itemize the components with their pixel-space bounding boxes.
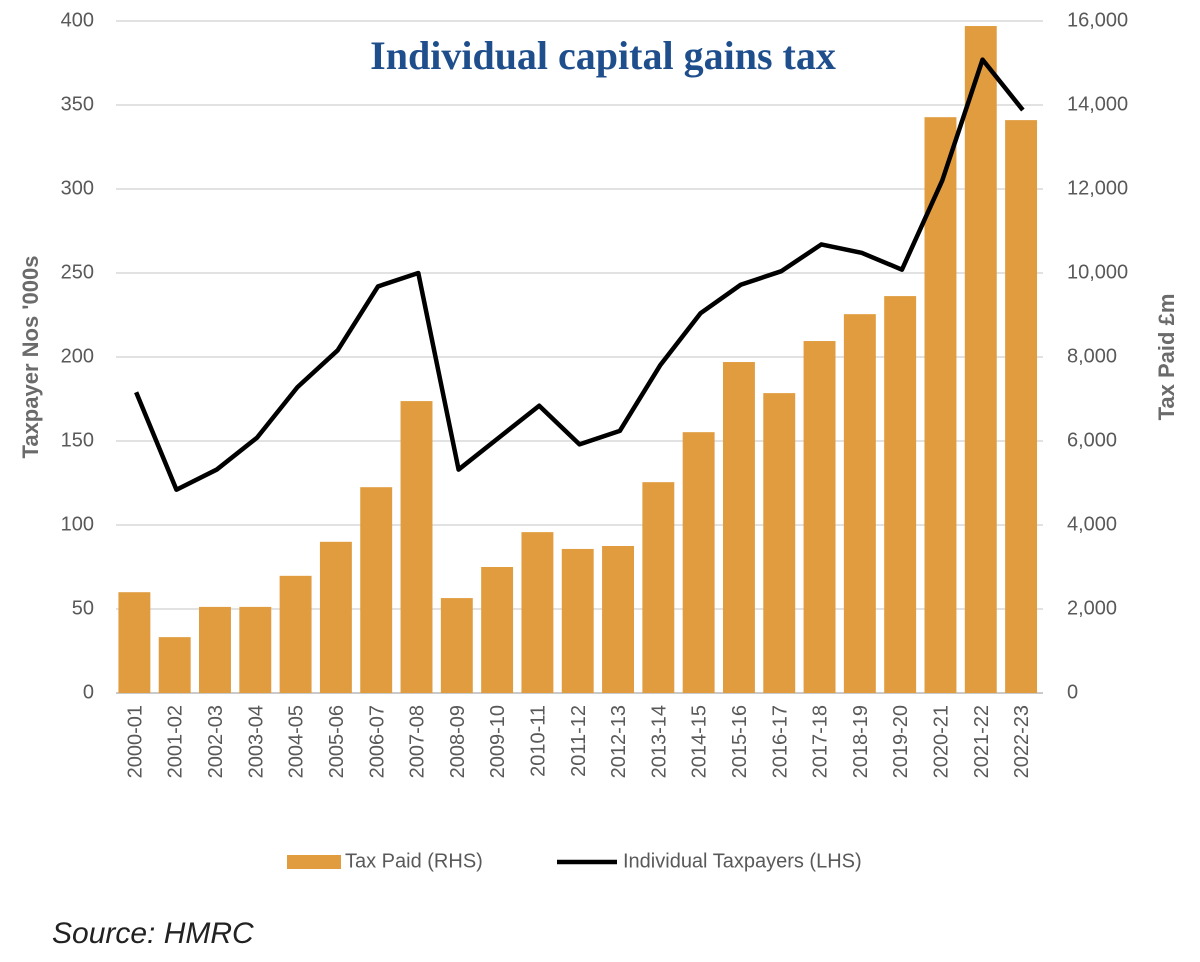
bar bbox=[602, 546, 634, 693]
y-tick-label: 300 bbox=[61, 177, 94, 199]
y2-tick-label: 10,000 bbox=[1067, 261, 1128, 283]
x-tick-label: 2002-03 bbox=[205, 705, 227, 778]
x-tick-label: 2022-23 bbox=[1011, 705, 1033, 778]
bar bbox=[521, 532, 554, 693]
chart-title: Individual capital gains tax bbox=[370, 33, 836, 78]
y2-tick-label: 14,000 bbox=[1067, 93, 1128, 115]
y-tick-label: 150 bbox=[61, 429, 94, 451]
legend-swatch bbox=[287, 855, 341, 869]
y-tick-label: 0 bbox=[83, 681, 94, 703]
source-note: Source: HMRC bbox=[52, 917, 254, 950]
x-tick-label: 2017-18 bbox=[810, 705, 832, 778]
x-tick-label: 2011-12 bbox=[568, 705, 590, 777]
x-tick-label: 2005-06 bbox=[326, 705, 348, 778]
x-tick-label: 2006-07 bbox=[366, 705, 388, 778]
y-tick-label: 100 bbox=[61, 513, 94, 535]
bar bbox=[239, 606, 272, 693]
y-tick-label: 400 bbox=[61, 9, 94, 31]
x-tick-label: 2018-19 bbox=[850, 705, 872, 778]
bar bbox=[158, 637, 191, 693]
x-tick-label: 2013-14 bbox=[648, 705, 670, 778]
x-tick-label: 2009-10 bbox=[487, 705, 509, 778]
y2-tick-label: 16,000 bbox=[1067, 9, 1128, 31]
bar bbox=[279, 575, 312, 693]
legend-label: Tax Paid (RHS) bbox=[345, 850, 483, 872]
x-tick-label: 2014-15 bbox=[689, 705, 711, 778]
y2-tick-label: 8,000 bbox=[1067, 345, 1117, 367]
x-tick-label: 2019-20 bbox=[890, 705, 912, 778]
x-tick-label: 2008-09 bbox=[447, 705, 469, 778]
bar bbox=[682, 432, 715, 693]
bar bbox=[843, 314, 876, 693]
x-tick-label: 2021-22 bbox=[971, 705, 993, 778]
bar bbox=[118, 592, 151, 693]
y2-axis-title: Tax Paid £m bbox=[1154, 294, 1179, 421]
legend-label: Individual Taxpayers (LHS) bbox=[623, 850, 862, 872]
y-tick-label: 200 bbox=[61, 345, 94, 367]
bar bbox=[884, 296, 917, 693]
bar bbox=[199, 606, 231, 693]
bar bbox=[1005, 120, 1038, 694]
bar bbox=[642, 482, 675, 693]
bar bbox=[924, 117, 957, 694]
y2-tick-label: 4,000 bbox=[1067, 513, 1117, 535]
y2-tick-label: 2,000 bbox=[1067, 597, 1117, 619]
bar bbox=[803, 341, 836, 693]
bar bbox=[319, 541, 352, 693]
bar bbox=[763, 393, 796, 693]
y2-tick-label: 12,000 bbox=[1067, 177, 1128, 199]
x-tick-label: 2003-04 bbox=[245, 705, 267, 778]
y2-tick-label: 6,000 bbox=[1067, 429, 1117, 451]
y-tick-label: 350 bbox=[61, 93, 94, 115]
y-axis-title: Taxpayer Nos '000s bbox=[18, 256, 43, 459]
bar bbox=[481, 567, 514, 693]
line bbox=[134, 57, 1025, 492]
bar bbox=[360, 487, 393, 693]
bar bbox=[400, 401, 433, 693]
x-tick-label: 2007-08 bbox=[407, 705, 429, 778]
bar bbox=[561, 548, 594, 693]
bar bbox=[440, 598, 473, 693]
y-tick-label: 50 bbox=[72, 597, 94, 619]
x-tick-label: 2004-05 bbox=[286, 705, 308, 778]
x-tick-label: 2001-02 bbox=[165, 705, 187, 778]
y2-tick-label: 0 bbox=[1067, 681, 1078, 703]
x-tick-label: 2020-21 bbox=[931, 705, 953, 778]
y-tick-label: 250 bbox=[61, 261, 94, 283]
x-tick-label: 2012-13 bbox=[608, 705, 630, 778]
x-tick-label: 2015-16 bbox=[729, 705, 751, 778]
x-tick-label: 2016-17 bbox=[769, 705, 791, 778]
bar bbox=[964, 26, 997, 694]
bar bbox=[722, 362, 755, 693]
x-tick-label: 2010-11 bbox=[527, 705, 549, 777]
x-tick-label: 2000-01 bbox=[124, 705, 146, 778]
